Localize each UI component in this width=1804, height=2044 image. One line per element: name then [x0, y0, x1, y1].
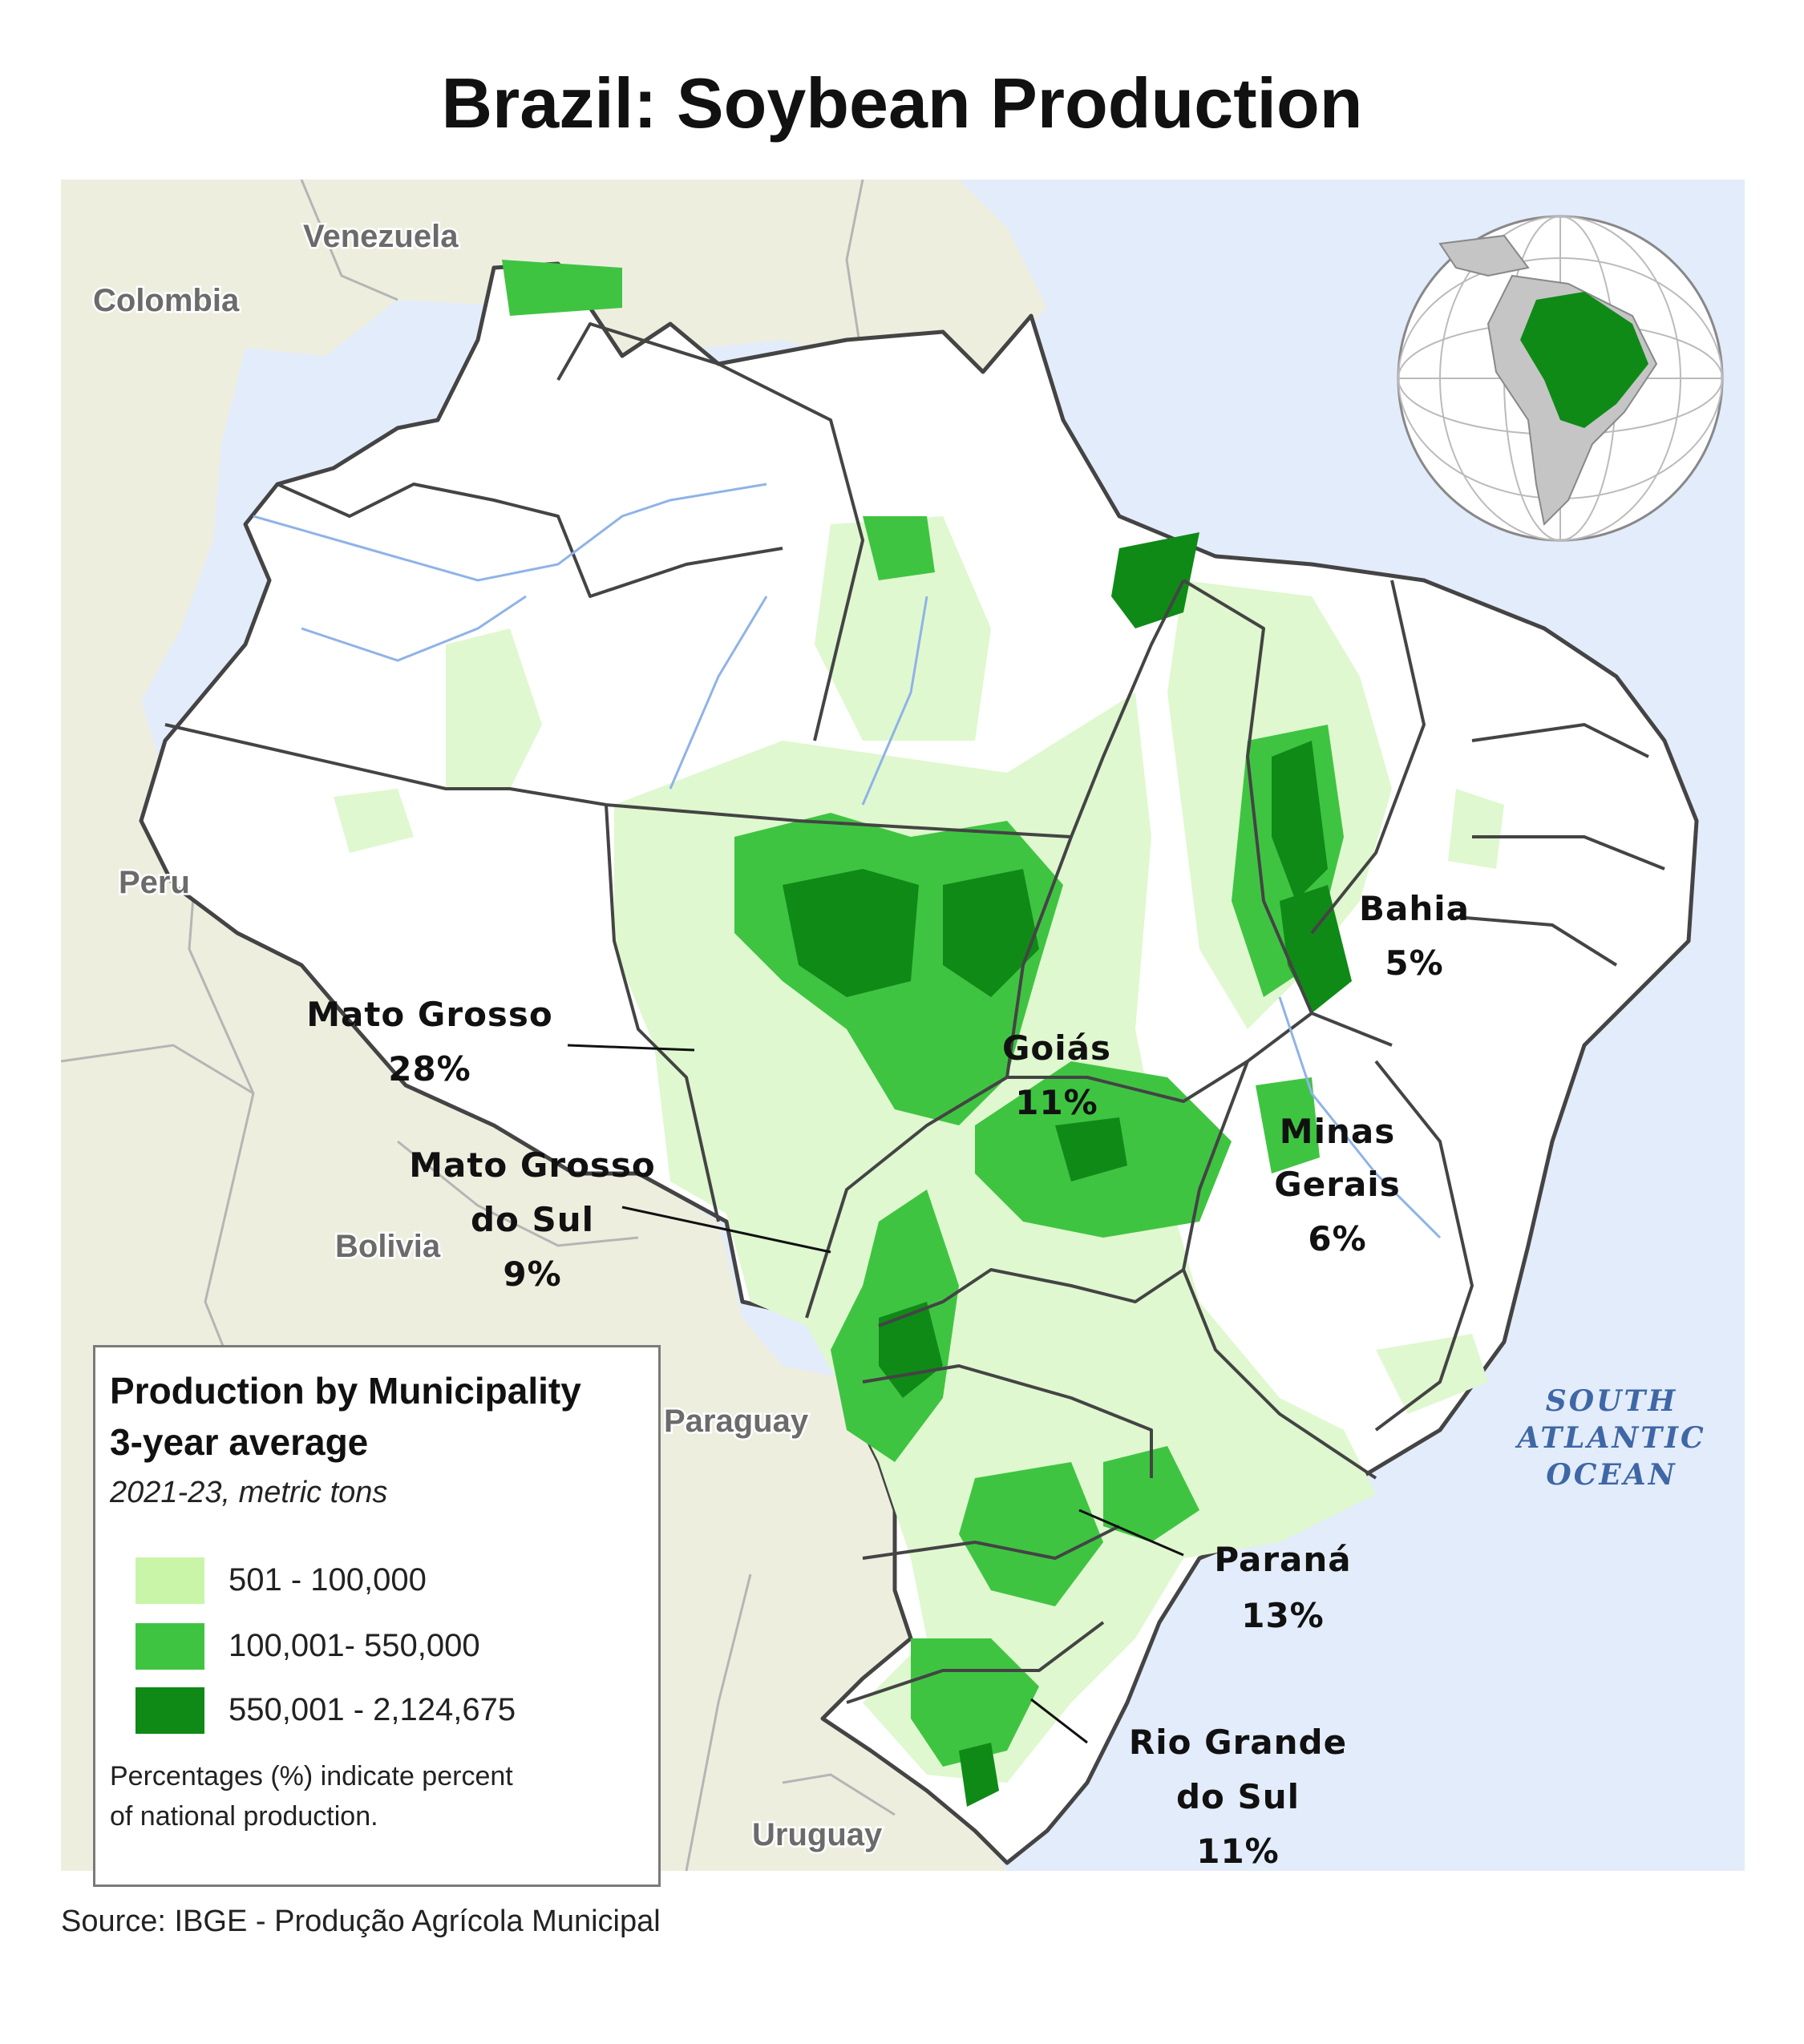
state-label-rio-grande-do-sul-line1: Rio Grande [1129, 1723, 1347, 1762]
state-share-mato-grosso: 28% [388, 1049, 471, 1089]
state-label-bahia: Bahia [1359, 889, 1470, 928]
state-label-goias: Goiás [1002, 1028, 1111, 1068]
rivers [253, 483, 1442, 1239]
country-label-paraguay: Paraguay [664, 1404, 809, 1439]
state-label-mato-grosso: Mato Grosso [306, 995, 553, 1034]
legend-swatch-high [136, 1687, 204, 1734]
country-label-uruguay: Uruguay [752, 1817, 883, 1852]
state-share-mato-grosso-do-sul: 9% [503, 1254, 561, 1294]
state-borders [164, 322, 1665, 1704]
state-label-mato-grosso-do-sul-line2: do Sul [471, 1200, 594, 1239]
ocean-label-line1: SOUTH [1546, 1384, 1678, 1418]
state-share-bahia: 5% [1385, 943, 1443, 983]
ocean-label-line2: ATLANTIC [1515, 1421, 1705, 1455]
legend-swatch-mid [136, 1623, 204, 1670]
label-leader-lines [567, 1044, 1184, 1744]
state-share-goias: 11% [1015, 1083, 1098, 1122]
state-share-minas-gerais: 6% [1308, 1219, 1366, 1258]
legend-label-high: 550,001 - 2,124,675 [229, 1692, 516, 1727]
legend-label-mid: 100,001- 550,000 [229, 1628, 480, 1663]
state-label-minas-gerais-line1: Minas [1280, 1112, 1395, 1151]
state-label-mato-grosso-do-sul-line1: Mato Grosso [409, 1145, 656, 1185]
state-share-rio-grande-do-sul: 11% [1196, 1832, 1280, 1871]
legend-label-low: 501 - 100,000 [229, 1562, 427, 1598]
legend-note: Percentages (%) indicate percent of nati… [110, 1761, 513, 1832]
legend-title-line2: 3-year average [110, 1421, 369, 1463]
legend: Production by Municipality 3-year averag… [93, 1345, 661, 1887]
map-title: Brazil: Soybean Production [441, 63, 1363, 143]
legend-subtitle: 2021-23, metric tons [110, 1476, 388, 1509]
legend-swatch-low [136, 1557, 204, 1604]
country-label-bolivia: Bolivia [335, 1229, 441, 1264]
country-label-venezuela: Venezuela [303, 219, 459, 254]
country-label-peru: Peru [119, 865, 190, 900]
state-share-parana: 13% [1241, 1596, 1325, 1635]
country-label-colombia: Colombia [93, 283, 240, 318]
state-label-parana: Paraná [1214, 1540, 1351, 1579]
legend-title-line1: Production by Municipality [110, 1370, 581, 1412]
state-label-minas-gerais-line2: Gerais [1274, 1165, 1400, 1204]
state-label-rio-grande-do-sul-line2: do Sul [1176, 1777, 1300, 1816]
locator-globe [1397, 215, 1724, 542]
ocean-label-line3: OCEAN [1546, 1458, 1677, 1492]
source-credit: Source: IBGE - Produção Agrícola Municip… [61, 1905, 661, 1938]
